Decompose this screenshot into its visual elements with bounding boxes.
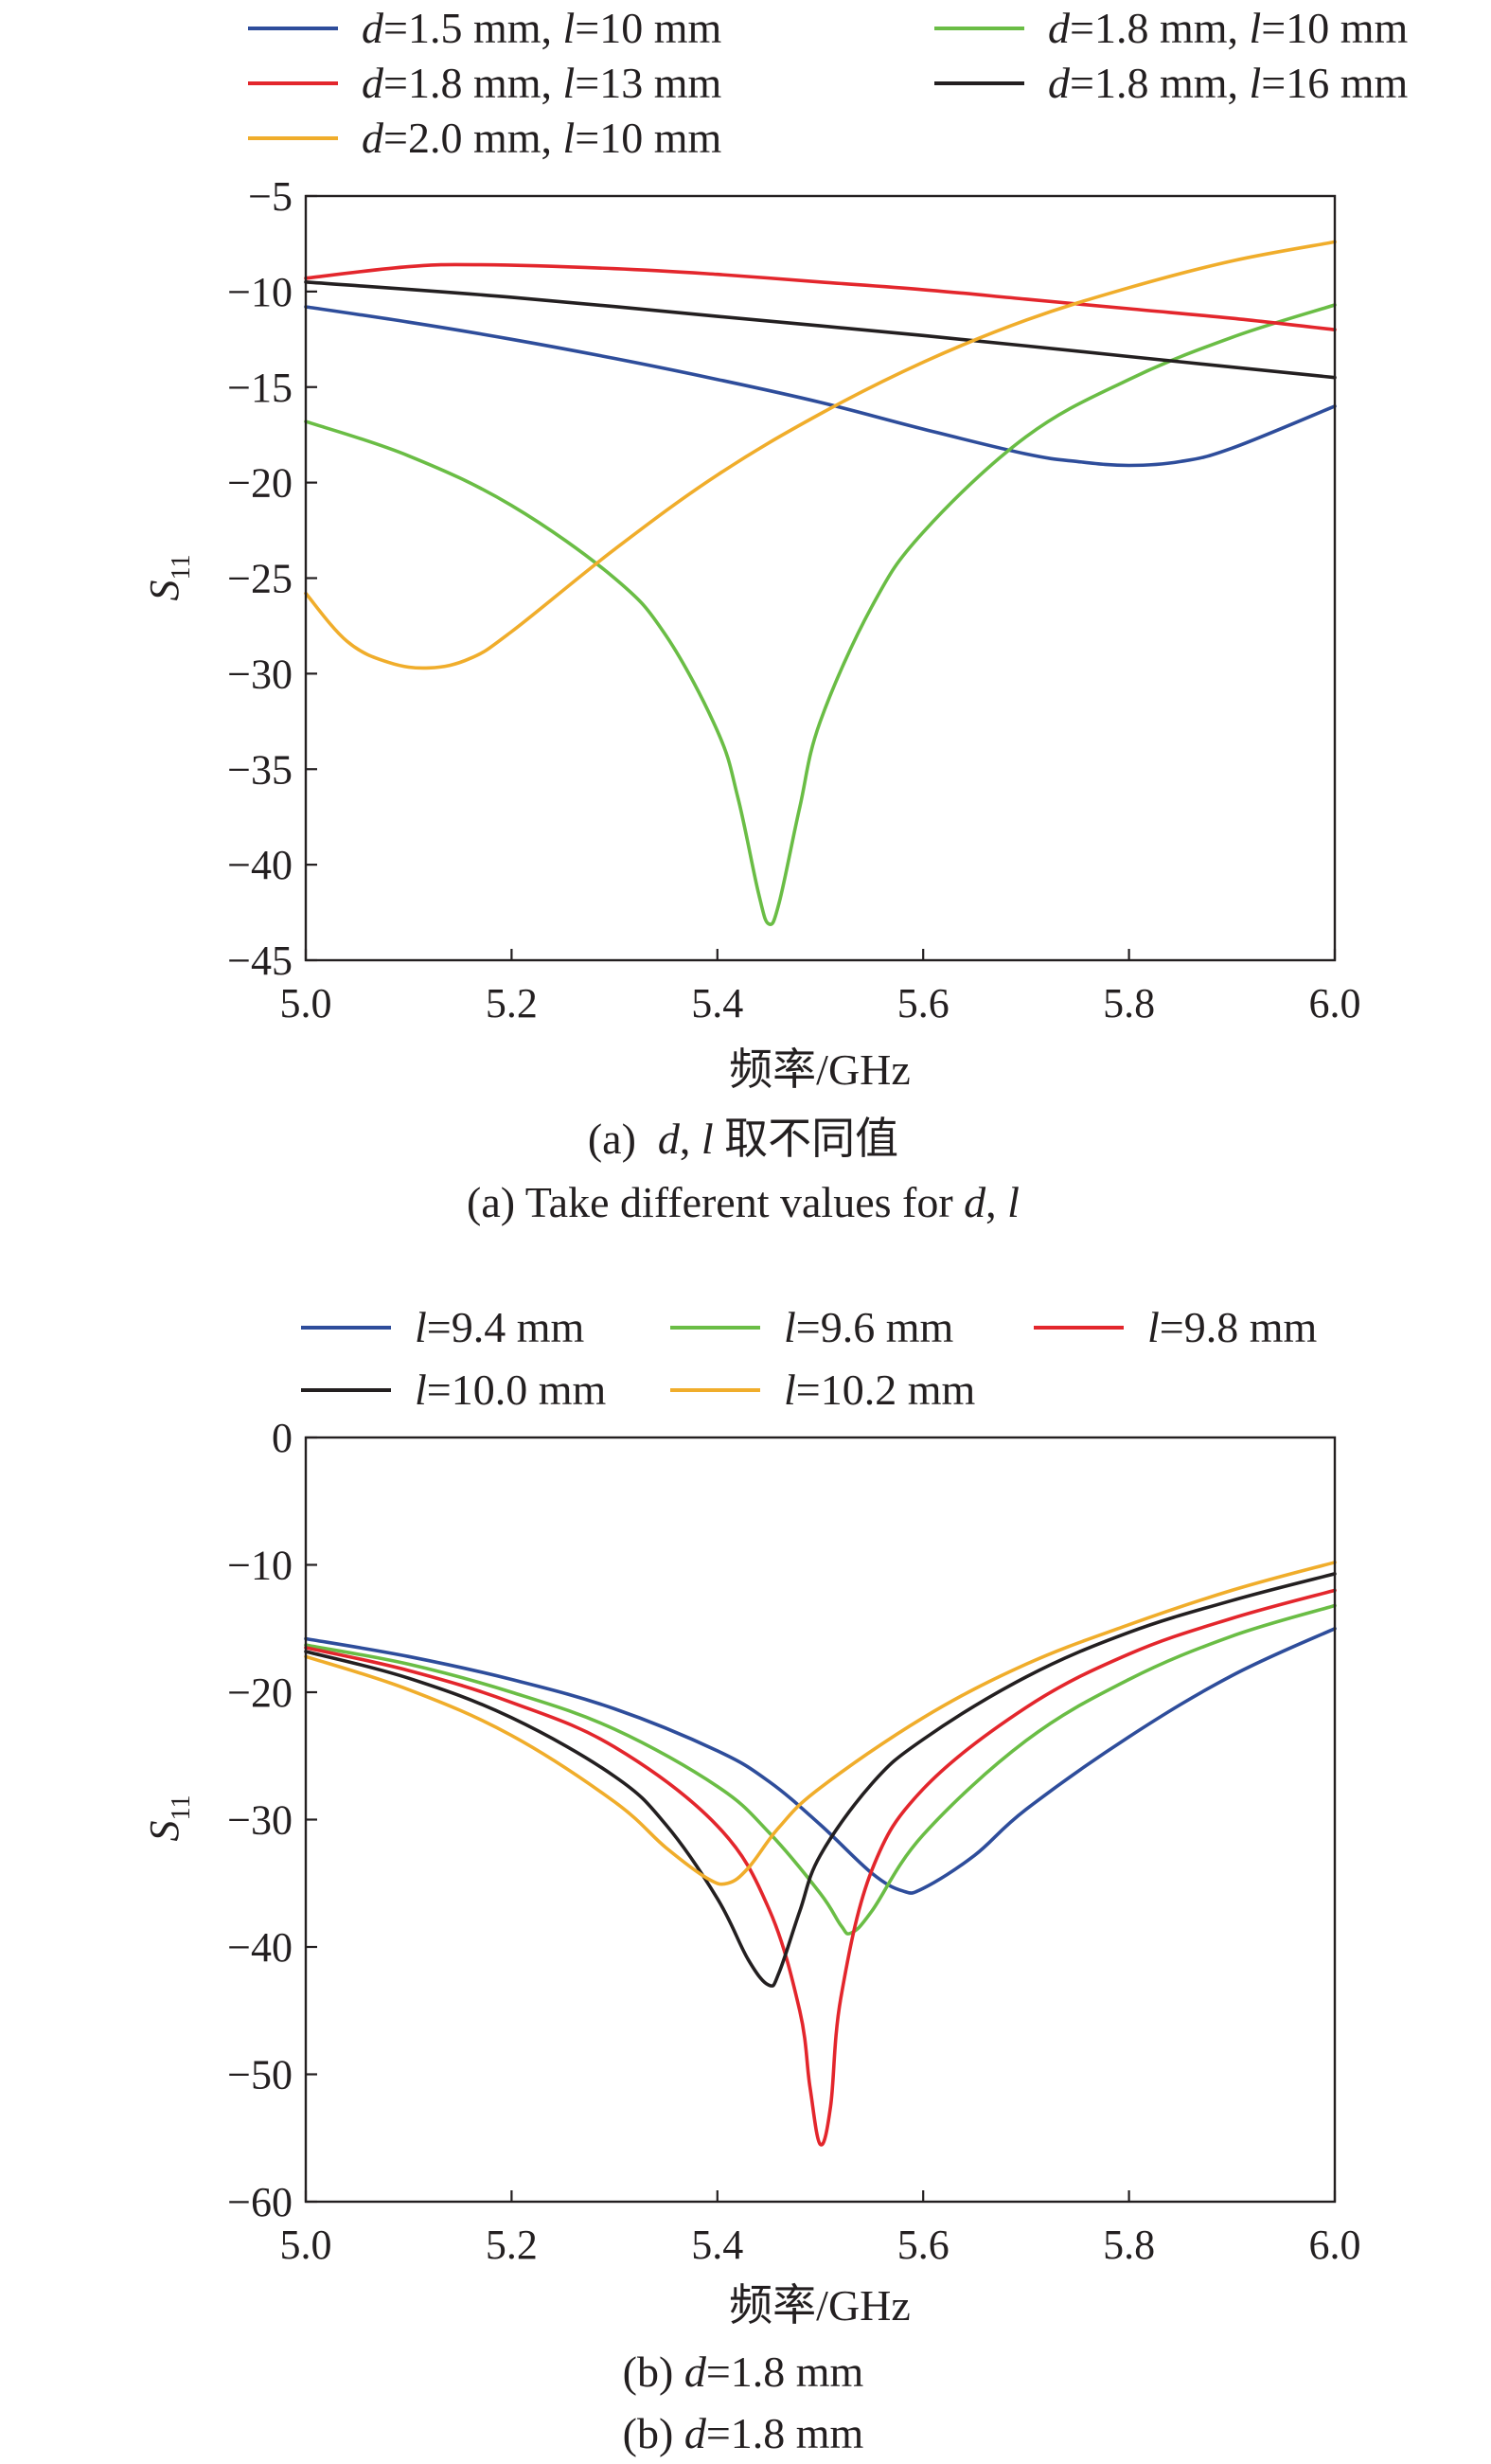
chart-a-y-tick-label: −10 xyxy=(227,269,293,315)
chart-a-tick-labels: 5.0 5.2 5.4 5.6 5.8 6.0 −5 −10 −15 −20 −25 −30 −35 −4… xyxy=(227,173,1360,1027)
chart-a-plot-frame xyxy=(304,194,1337,962)
chart-b-legend-label-1: l=9.4 mm xyxy=(415,1303,585,1351)
chart-a-x-axis-label: 频率/GHz xyxy=(729,1045,911,1094)
chart-b-x-tick-label: 5.4 xyxy=(691,2222,743,2268)
chart-a-legend-label-1: d=1.5 mm, l=10 mm xyxy=(362,4,722,52)
chart-b-x-tick-label: 5.8 xyxy=(1103,2222,1155,2268)
chart-b-series-line-3 xyxy=(304,1588,1337,2147)
chart-a-x-tick-label: 5.6 xyxy=(897,980,950,1027)
chart-b-caption-en: (b) d=1.8 mm xyxy=(623,2409,864,2457)
chart-a-caption-en: (a) Take different values for d, l xyxy=(467,1178,1020,1226)
chart-b-caption-cn: (b) d=1.8 mm xyxy=(623,2348,864,2396)
chart-a-y-axis-label-sub: 11 xyxy=(167,555,196,580)
chart-a-legend-label-5: d=2.0 mm, l=10 mm xyxy=(362,114,722,162)
chart-b-plot-frame xyxy=(304,1436,1337,2204)
chart-b-x-tick-label: 6.0 xyxy=(1309,2222,1361,2268)
chart-b-y-tick-label: 0 xyxy=(272,1415,293,1461)
chart-b-y-tick-label: −30 xyxy=(227,1797,293,1844)
chart-b: l=9.4 mm l=9.6 mm l=9.8 mm l=10.0 mm l=10.2 … xyxy=(141,1303,1361,2457)
svg-text:S11: S11 xyxy=(141,555,196,601)
chart-a-series-line-1 xyxy=(304,305,1337,468)
chart-a-series-line-4 xyxy=(304,280,1337,380)
chart-a-y-tick-label: −25 xyxy=(227,556,293,602)
chart-b-legend-label-3: l=9.8 mm xyxy=(1147,1303,1318,1351)
chart-a-legend-label-4: d=1.8 mm, l=16 mm xyxy=(1048,59,1409,107)
chart-a-y-tick-label: −35 xyxy=(227,746,293,793)
chart-a-y-tick-label: −30 xyxy=(227,651,293,697)
chart-a-legend-label-3: d=1.8 mm, l=13 mm xyxy=(362,59,722,107)
chart-a-caption-cn: (a) d, l 取不同值 xyxy=(588,1115,898,1163)
chart-b-y-axis-label: S11 xyxy=(141,1795,196,1842)
chart-b-series xyxy=(304,1561,1337,2147)
chart-b-x-axis-label: 频率/GHz xyxy=(729,2281,911,2330)
chart-a-legend-label-2: d=1.8 mm, l=10 mm xyxy=(1048,4,1409,52)
chart-a-series xyxy=(304,240,1337,926)
svg-text:S11: S11 xyxy=(141,1795,196,1842)
chart-b-y-tick-label: −60 xyxy=(227,2179,293,2225)
chart-a-x-tick-label: 6.0 xyxy=(1309,980,1361,1027)
chart-a-series-line-3 xyxy=(304,262,1337,331)
chart-a-y-axis-label: S11 xyxy=(141,555,196,601)
chart-b-y-tick-label: −50 xyxy=(227,2052,293,2098)
chart-a: d=1.5 mm, l=10 mm d=1.8 mm, l=10 mm d=1.8 … xyxy=(141,4,1409,1226)
chart-b-series-line-4 xyxy=(304,1572,1337,1989)
chart-a-legend: d=1.5 mm, l=10 mm d=1.8 mm, l=10 mm d=1.8 … xyxy=(248,4,1409,162)
chart-a-series-line-5 xyxy=(304,240,1337,670)
chart-a-grid-ticks xyxy=(304,194,1337,962)
chart-b-legend-label-5: l=10.2 mm xyxy=(784,1366,976,1414)
chart-a-y-tick-label: −5 xyxy=(248,173,293,220)
chart-b-legend: l=9.4 mm l=9.6 mm l=9.8 mm l=10.0 mm l=10.2 … xyxy=(301,1303,1318,1414)
chart-a-x-tick-label: 5.0 xyxy=(280,980,332,1027)
chart-b-x-tick-label: 5.2 xyxy=(486,2222,538,2268)
chart-b-y-tick-label: −20 xyxy=(227,1669,293,1716)
chart-b-y-tick-label: −40 xyxy=(227,1924,293,1971)
chart-b-y-axis-label-sub: 11 xyxy=(167,1795,196,1821)
chart-a-x-tick-label: 5.4 xyxy=(691,980,743,1027)
chart-b-tick-labels: 5.0 5.2 5.4 5.6 5.8 6.0 0 −10 −20 −30 −40 −50 −60 xyxy=(227,1415,1360,2268)
chart-a-y-tick-label: −40 xyxy=(227,842,293,888)
chart-b-legend-label-2: l=9.6 mm xyxy=(784,1303,954,1351)
chart-a-series-line-2 xyxy=(304,303,1337,926)
chart-a-y-tick-label: −45 xyxy=(227,937,293,984)
chart-a-y-tick-label: −15 xyxy=(227,365,293,411)
chart-b-legend-label-4: l=10.0 mm xyxy=(415,1366,607,1414)
chart-b-grid-ticks xyxy=(304,1436,1337,2204)
chart-a-y-tick-label: −20 xyxy=(227,460,293,507)
chart-a-x-tick-label: 5.8 xyxy=(1103,980,1155,1027)
chart-b-series-line-5 xyxy=(304,1561,1337,1886)
chart-b-series-line-2 xyxy=(304,1603,1337,1936)
chart-b-x-tick-label: 5.0 xyxy=(280,2222,332,2268)
chart-b-x-tick-label: 5.6 xyxy=(897,2222,950,2268)
chart-b-y-tick-label: −10 xyxy=(227,1543,293,1589)
chart-a-x-tick-label: 5.2 xyxy=(486,980,538,1027)
